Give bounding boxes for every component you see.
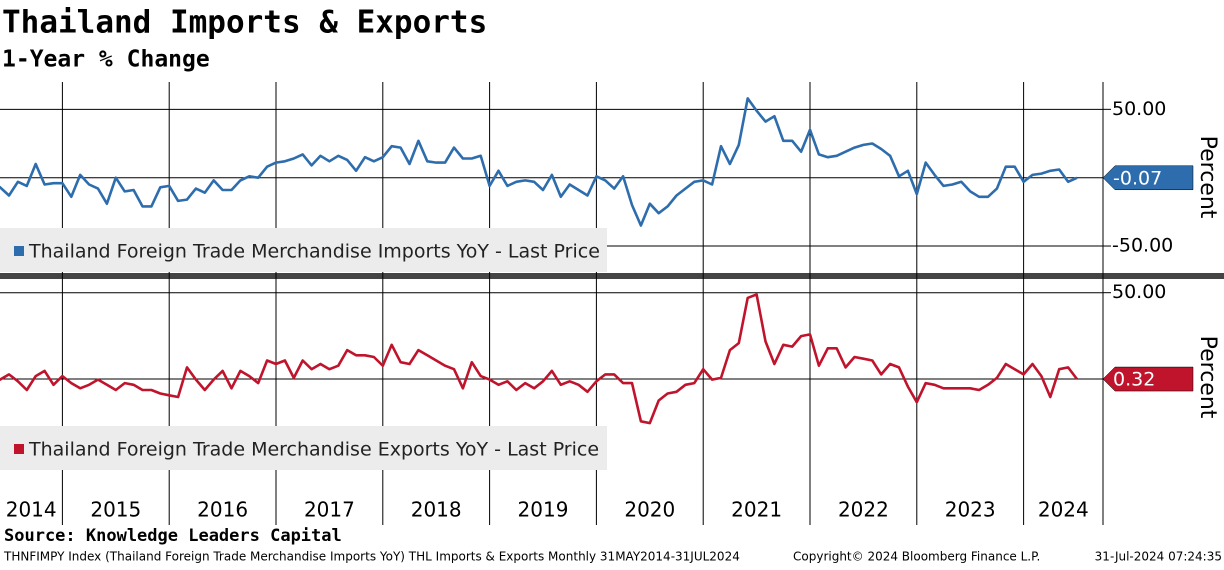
x-tick-label: 2021 xyxy=(731,498,782,522)
y-axis-label: Percent xyxy=(1195,136,1220,219)
x-tick-label: 2023 xyxy=(945,498,996,522)
legend-box xyxy=(0,426,607,470)
footnote: THNFIMPY Index (Thailand Foreign Trade M… xyxy=(3,550,740,564)
timestamp: 31-Jul-2024 07:24:35 xyxy=(1095,550,1222,564)
y-tick-label: 50.00 xyxy=(1112,281,1166,303)
last-value-tag xyxy=(1102,165,1194,191)
y-tick-label: -50.00 xyxy=(1112,235,1173,257)
x-tick-label: 2020 xyxy=(624,498,675,522)
panel-separator xyxy=(0,273,1224,279)
series-line xyxy=(0,97,1078,227)
x-tick-label: 2022 xyxy=(838,498,889,522)
y-axis-label: Percent xyxy=(1195,336,1220,419)
legend-box xyxy=(0,228,607,272)
x-tick-label: 2014 xyxy=(6,498,57,522)
legend-label: Thailand Foreign Trade Merchandise Expor… xyxy=(28,439,599,461)
last-value-label: 0.32 xyxy=(1113,369,1155,391)
copyright: Copyright© 2024 Bloomberg Finance L.P. xyxy=(793,550,1040,564)
legend-swatch xyxy=(14,246,24,256)
x-tick-label: 2019 xyxy=(518,498,569,522)
x-tick-label: 2018 xyxy=(411,498,462,522)
source: Source: Knowledge Leaders Capital xyxy=(4,526,342,546)
x-tick-label: 2016 xyxy=(197,498,248,522)
x-tick-label: 2024 xyxy=(1038,498,1089,522)
x-tick-label: 2017 xyxy=(304,498,355,522)
last-value-label: -0.07 xyxy=(1113,167,1162,189)
chart-title: Thailand Imports & Exports xyxy=(2,5,487,41)
x-tick-label: 2015 xyxy=(90,498,141,522)
legend-swatch xyxy=(14,444,24,454)
chart-subtitle: 1-Year % Change xyxy=(2,47,210,73)
y-tick-label: 50.00 xyxy=(1112,98,1166,120)
series-line xyxy=(0,293,1079,425)
last-value-tag xyxy=(1102,366,1194,392)
legend-label: Thailand Foreign Trade Merchandise Impor… xyxy=(28,241,600,263)
